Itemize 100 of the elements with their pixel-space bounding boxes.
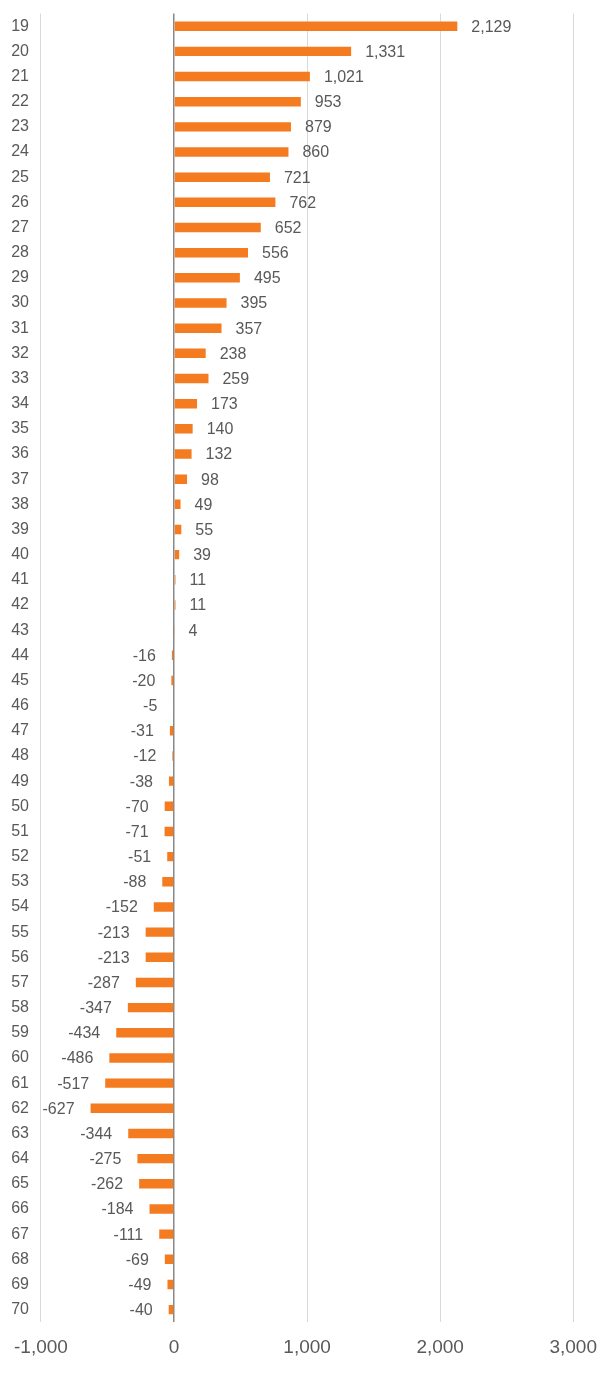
- y-tick-label: 54: [11, 897, 30, 915]
- y-tick-label: 35: [11, 419, 30, 437]
- data-label: 11: [189, 596, 207, 614]
- bar: [139, 1179, 174, 1189]
- y-tick-label: 38: [11, 494, 30, 512]
- x-tick-label: -1,000: [14, 1335, 68, 1357]
- data-label: 140: [206, 420, 234, 438]
- data-label: -213: [97, 948, 130, 966]
- data-label: -12: [133, 747, 157, 765]
- bar: [174, 21, 458, 31]
- data-label: 2,129: [471, 17, 512, 35]
- y-tick-label: 42: [11, 595, 30, 613]
- data-label: -40: [129, 1301, 153, 1319]
- bar: [169, 726, 174, 736]
- bar: [174, 222, 261, 233]
- data-label: 49: [194, 495, 213, 513]
- bar: [174, 298, 227, 308]
- data-label: -111: [113, 1225, 144, 1243]
- y-tick-label: 69: [11, 1274, 30, 1292]
- y-tick-label: 59: [11, 1023, 30, 1041]
- y-tick-label: 53: [11, 872, 30, 890]
- y-tick-label: 65: [11, 1174, 30, 1192]
- bar: [90, 1103, 174, 1114]
- bar: [174, 122, 291, 132]
- y-tick-label: 49: [11, 771, 30, 789]
- data-label: 953: [314, 93, 342, 111]
- bar: [128, 1128, 174, 1139]
- y-tick-label: 24: [11, 142, 30, 160]
- bar: [174, 247, 248, 258]
- bar: [137, 1153, 174, 1164]
- y-tick-label: 33: [11, 368, 30, 386]
- y-tick-label: 68: [11, 1249, 30, 1267]
- y-tick-label: 63: [11, 1123, 30, 1141]
- data-label: 879: [304, 118, 332, 136]
- data-label: -49: [128, 1275, 152, 1293]
- bar: [145, 927, 174, 937]
- bar: [167, 1279, 174, 1290]
- data-label: 762: [289, 193, 317, 211]
- bar: [174, 348, 206, 359]
- y-tick-label: 39: [11, 519, 30, 537]
- y-tick-label: 56: [11, 947, 30, 965]
- data-label: 259: [222, 369, 250, 387]
- data-label: 4: [188, 621, 198, 639]
- bar: [149, 1204, 174, 1214]
- data-label: -275: [89, 1150, 122, 1168]
- data-label: -20: [132, 671, 156, 689]
- y-tick-label: 48: [11, 746, 30, 764]
- data-label: -69: [125, 1250, 149, 1268]
- y-tick-label: 23: [11, 117, 30, 135]
- bar: [174, 499, 181, 510]
- data-label: -5: [143, 697, 158, 715]
- bar: [105, 1078, 174, 1088]
- data-label: 652: [274, 218, 302, 236]
- data-label: 395: [240, 294, 268, 312]
- y-tick-label: 20: [11, 41, 30, 59]
- data-label: -152: [105, 898, 138, 916]
- data-label: -434: [68, 1024, 101, 1042]
- data-label: -517: [57, 1074, 90, 1092]
- bar: [162, 877, 174, 887]
- y-tick-label: 21: [11, 66, 30, 84]
- data-label: 98: [201, 470, 219, 488]
- x-tick-label: 1,000: [283, 1335, 331, 1357]
- y-tick-label: 27: [11, 217, 30, 235]
- data-label: -16: [132, 646, 156, 664]
- data-label: -184: [101, 1200, 134, 1218]
- y-tick-label: 28: [11, 243, 30, 261]
- y-tick-label: 30: [11, 293, 30, 311]
- y-tick-label: 47: [11, 721, 30, 739]
- bar: [174, 323, 222, 333]
- y-tick-label: 31: [11, 318, 30, 336]
- y-tick-label: 60: [11, 1048, 30, 1066]
- y-tick-label: 41: [11, 570, 30, 588]
- bar: [153, 902, 174, 912]
- data-label: -213: [97, 923, 130, 941]
- bar: [174, 147, 289, 157]
- bar: [116, 1028, 174, 1038]
- y-tick-label: 26: [11, 192, 30, 210]
- data-label: 238: [219, 344, 247, 362]
- bar: [127, 1002, 174, 1013]
- bar: [174, 373, 209, 384]
- data-label: 860: [302, 143, 330, 161]
- y-tick-label: 19: [11, 16, 30, 34]
- data-label: 1,021: [323, 67, 365, 85]
- y-tick-label: 37: [11, 469, 30, 487]
- y-tick-label: 62: [11, 1098, 30, 1116]
- bar: [174, 474, 188, 484]
- bar: [174, 172, 270, 182]
- data-label: -70: [125, 797, 149, 815]
- data-label: -71: [125, 822, 149, 840]
- data-label: -88: [123, 873, 147, 891]
- data-label: 132: [205, 445, 233, 463]
- bar: [174, 197, 276, 208]
- data-label: 495: [253, 269, 281, 287]
- bar: [168, 776, 174, 786]
- bar: [174, 424, 193, 434]
- bar: [174, 46, 352, 57]
- data-label: 39: [193, 546, 212, 564]
- y-tick-label: 29: [11, 268, 30, 286]
- y-tick-label: 57: [11, 972, 30, 990]
- data-label: 11: [189, 571, 207, 589]
